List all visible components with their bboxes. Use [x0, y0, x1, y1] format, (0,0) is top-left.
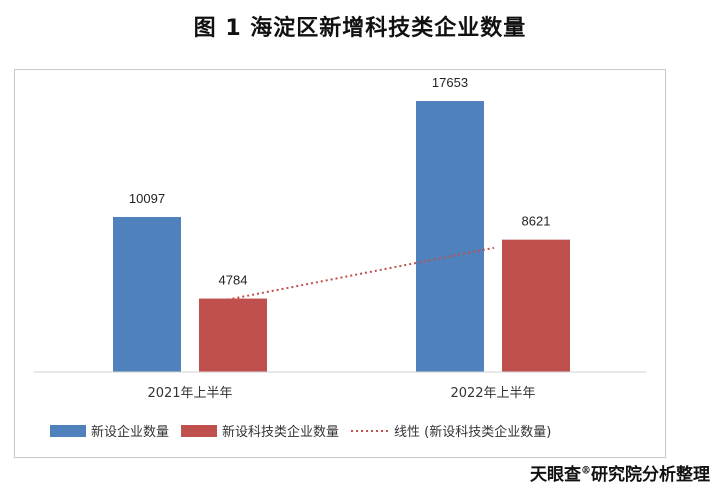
chart-title: 图 1 海淀区新增科技类企业数量	[193, 16, 527, 41]
legend-label-0: 新设企业数量	[91, 424, 169, 440]
data-label-1-0: 4784	[219, 273, 248, 288]
category-label-1: 2022年上半年	[450, 386, 535, 401]
legend-label-trendline: 线性 (新设科技类企业数量)	[394, 424, 551, 440]
data-label-1-1: 8621	[522, 214, 551, 229]
bar-0-0	[113, 217, 181, 372]
category-label-0: 2021年上半年	[147, 386, 232, 401]
data-labels-layer: 10097 17653 4784 8621	[129, 75, 551, 288]
source-prefix: 天眼查	[530, 465, 581, 485]
legend-label-1: 新设科技类企业数量	[222, 424, 339, 440]
data-label-0-1: 17653	[432, 75, 468, 90]
source-suffix: 研究院分析整理	[591, 465, 710, 485]
bar-1-1	[502, 239, 570, 372]
legend-swatch-0	[50, 425, 86, 437]
category-labels-layer: 2021年上半年 2022年上半年	[147, 386, 535, 401]
bar-0-1	[416, 101, 484, 372]
legend: 新设企业数量 新设科技类企业数量 线性 (新设科技类企业数量)	[50, 424, 551, 440]
data-label-0-0: 10097	[129, 191, 165, 206]
bar-1-0	[199, 298, 267, 372]
registered-mark: ®	[581, 465, 591, 477]
source-note: 天眼查®研究院分析整理	[530, 460, 710, 485]
legend-swatch-1	[181, 425, 218, 437]
bars-layer	[113, 101, 570, 372]
